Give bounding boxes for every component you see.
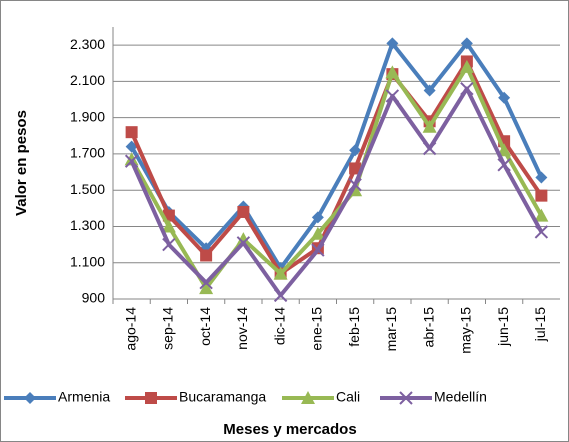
marker [236,236,251,250]
marker [535,171,548,184]
marker [348,178,362,192]
legend-label: Bucaramanga [179,389,266,405]
marker [459,59,474,73]
x-axis-title: Meses y mercados [223,421,356,438]
x-tick-label: nov-14 [234,307,250,350]
marker [311,211,324,224]
marker [535,189,548,202]
marker [301,391,315,404]
marker [460,37,473,50]
marker [385,65,400,79]
marker [460,81,474,96]
marker [310,226,325,240]
marker [273,266,288,280]
marker [236,232,251,246]
marker [349,144,362,157]
marker [162,237,176,252]
y-tick-label: 2.100 [70,72,105,88]
y-tick-label: 1.100 [70,253,105,269]
x-tick-label: jul-15 [532,307,548,342]
y-tick-label: 2.300 [70,36,105,52]
marker [422,141,437,156]
marker [199,275,213,290]
y-tick-label: 1.500 [70,181,105,197]
y-tick-label: 1.700 [70,145,105,161]
x-tick-label: mar-15 [383,307,399,352]
marker [237,205,250,218]
marker [349,162,362,175]
series-line [129,86,544,298]
marker [534,208,549,222]
series-line [129,59,544,276]
legend-label: Cali [336,389,360,405]
y-tick-label: 900 [82,290,106,306]
x-tick-label: feb-15 [346,307,362,347]
marker [125,126,138,139]
marker [273,288,288,303]
marker [386,37,399,50]
marker [161,219,176,233]
marker [385,89,400,103]
x-tick-label: ago-14 [122,307,138,351]
marker [24,392,36,404]
legend-label: Armenia [58,389,110,405]
x-tick-label: abr-15 [420,307,436,348]
marker [145,392,157,404]
x-tick-label: jun-15 [495,307,511,347]
y-tick-label: 1.900 [70,108,105,124]
x-tick-label: sep-14 [160,307,176,350]
legend-label: Medellín [434,389,487,405]
marker [124,152,139,166]
y-tick-label: 1.300 [70,217,105,233]
marker [200,249,213,262]
x-tick-label: ene-15 [309,307,325,351]
legend-marker [301,391,315,404]
marker [422,119,437,133]
marker [199,281,214,295]
marker [311,243,325,257]
legend-marker [145,392,157,404]
marker [124,154,139,168]
x-tick-label: may-15 [458,307,474,354]
y-axis-title: Valor en pesos [13,110,30,216]
marker [497,143,512,157]
x-tick-label: dic-14 [271,307,287,345]
marker [498,91,511,104]
marker [534,225,549,239]
x-tick-label: oct-14 [197,307,213,346]
marker [497,158,511,172]
legend-marker [24,392,36,404]
series-line [129,41,544,271]
marker [399,391,413,405]
legend-marker [399,391,413,405]
marker [423,84,436,97]
